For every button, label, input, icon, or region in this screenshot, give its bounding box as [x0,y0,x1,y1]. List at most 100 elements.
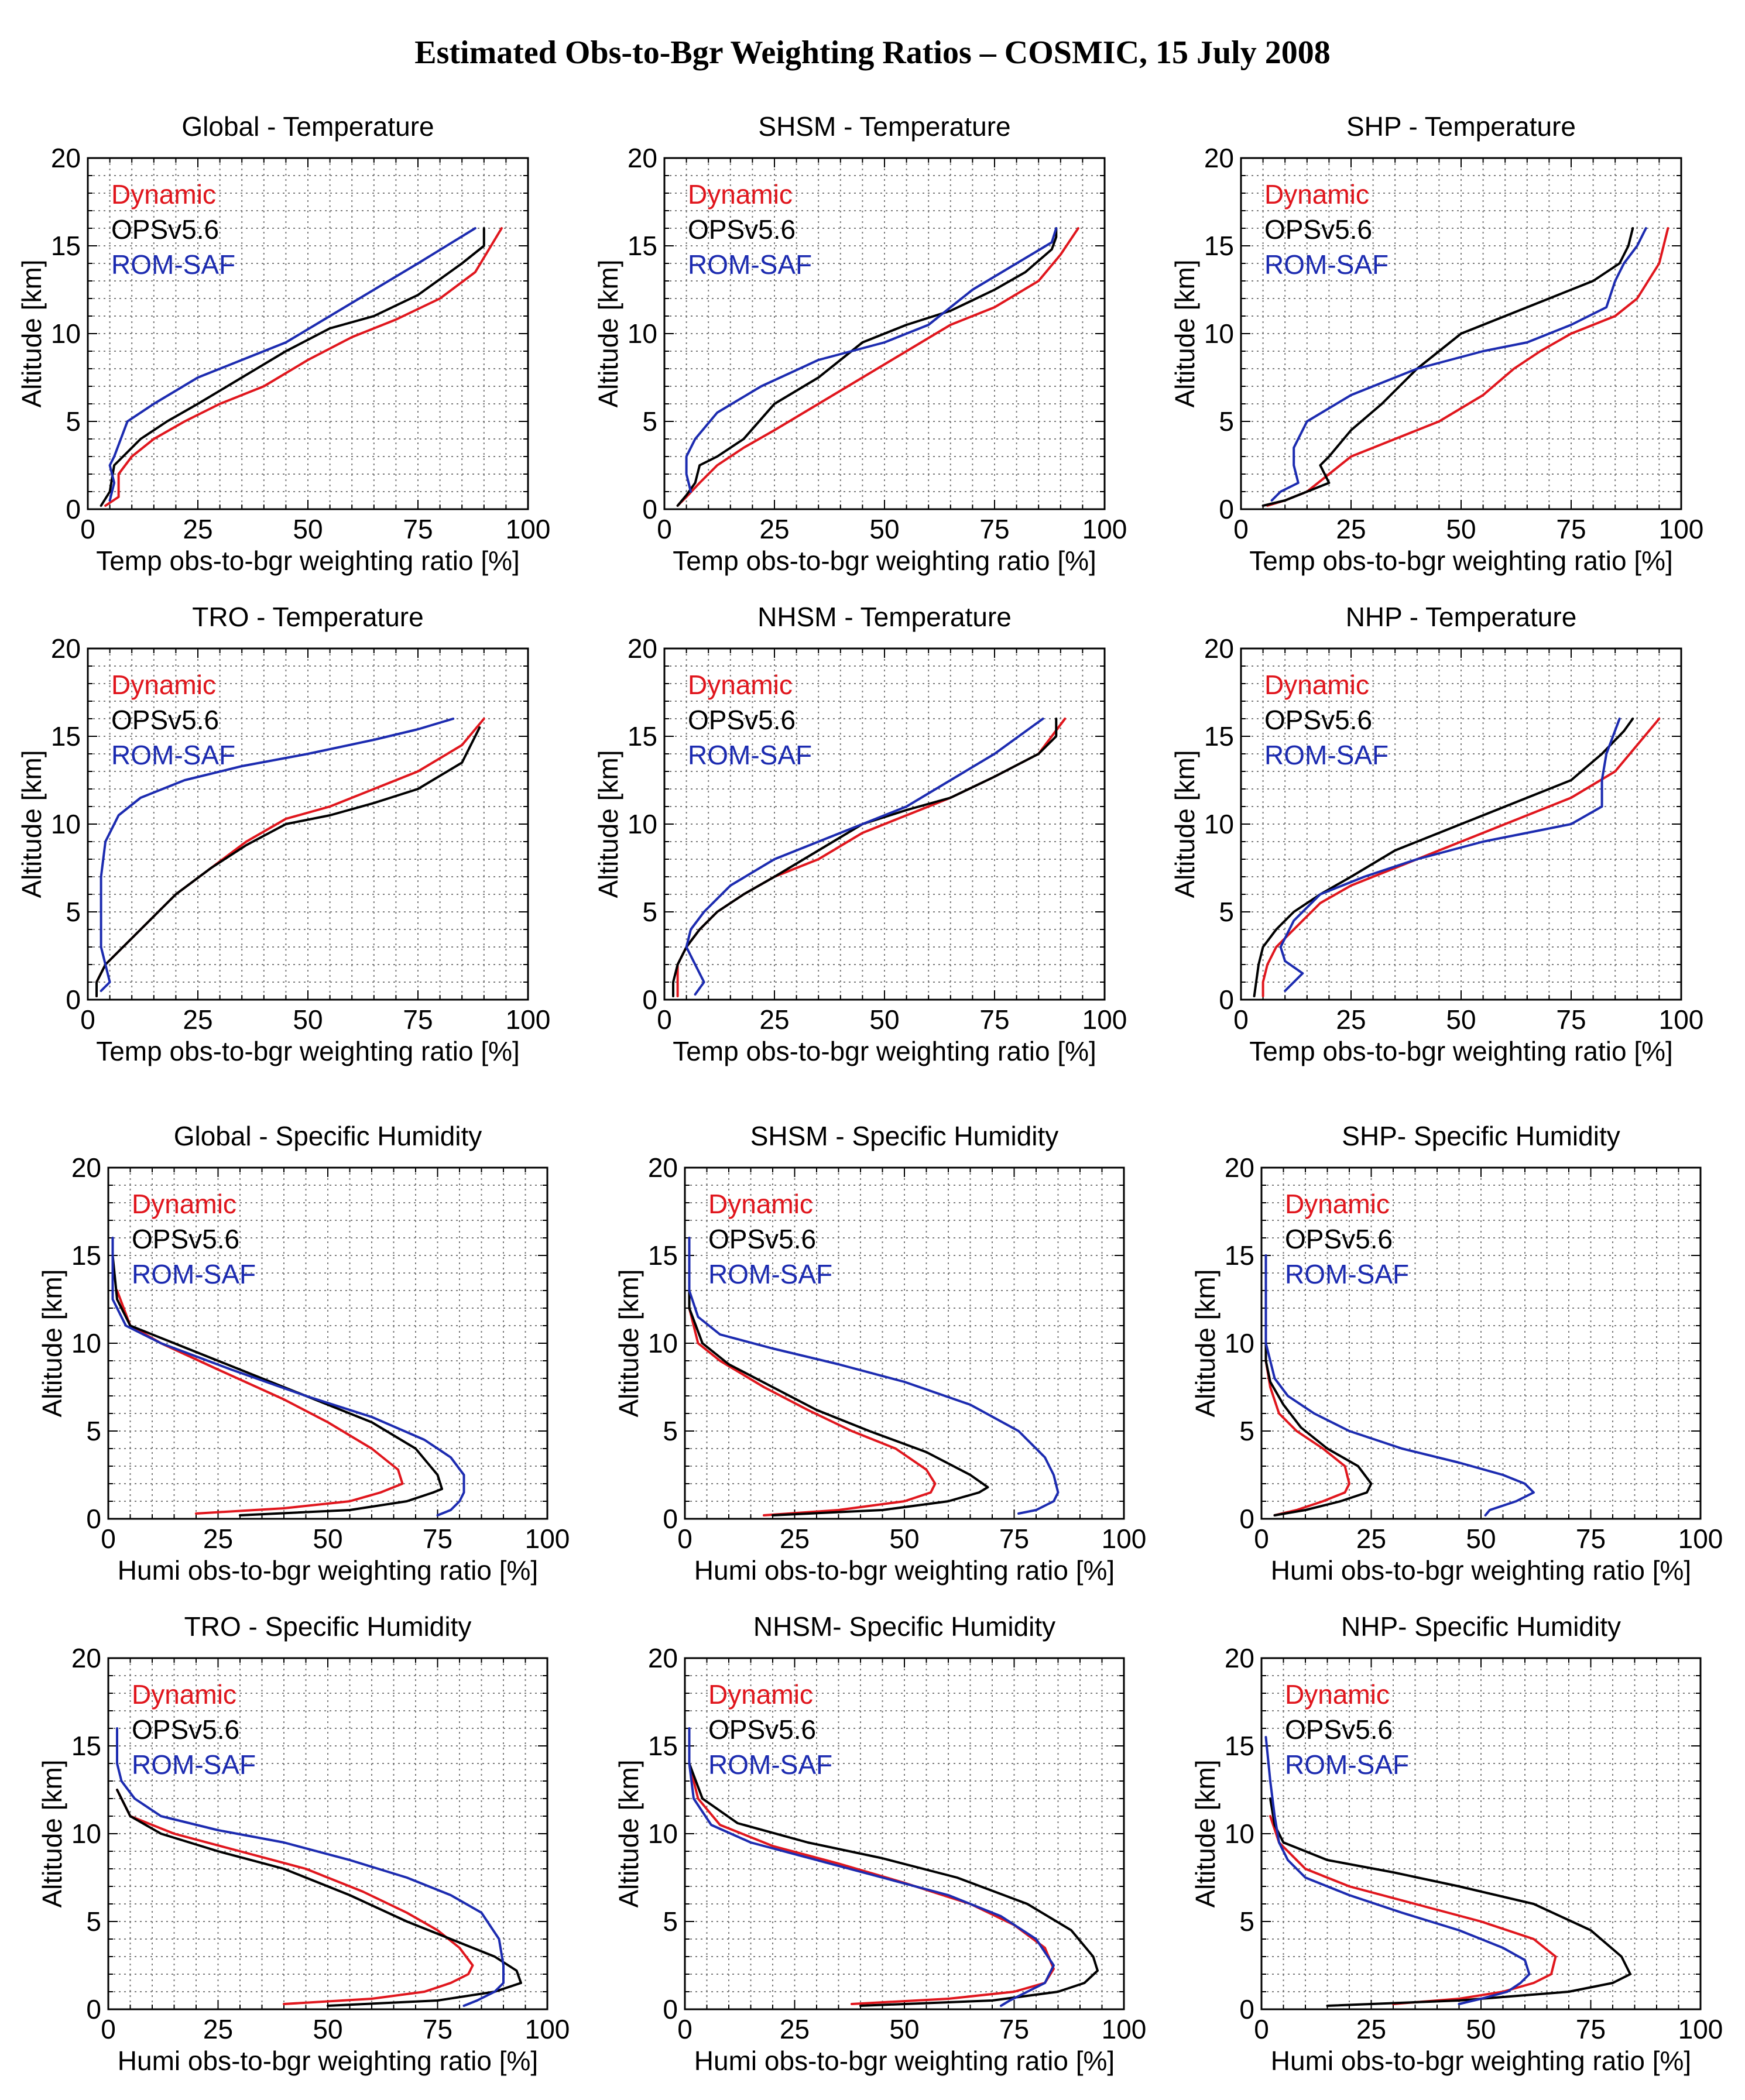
legend-entry-dynamic: Dynamic [1264,670,1369,700]
y-tick-label: 15 [628,721,657,752]
series-line-rom-saf [685,718,1044,996]
y-tick-label: 20 [628,633,657,664]
x-tick-label: 0 [80,1004,95,1035]
legend-entry-rom-saf: ROM-SAF [688,740,812,770]
x-tick-label: 50 [1466,1523,1496,1554]
x-tick-label: 0 [677,2014,692,2044]
x-tick-label: 25 [183,1004,212,1035]
series-line-rom-saf [108,227,476,502]
x-tick-label: 0 [657,514,672,544]
legend-entry-rom-saf: ROM-SAF [132,1749,256,1780]
legend-entry-rom-saf: ROM-SAF [132,1259,256,1289]
x-tick-label: 0 [101,2014,116,2044]
x-axis-label: Temp obs-to-bgr weighting ratio [%] [96,1036,520,1066]
panel-6: 0 25 50 75 100 0 5 10 15 20 NHP - Temperature Temp … [1170,602,1703,1066]
legend-entry-rom-saf: ROM-SAF [708,1749,832,1780]
x-tick-label: 25 [780,2014,810,2044]
legend-entry-rom-saf: ROM-SAF [1264,249,1389,280]
x-tick-label: 100 [1678,1523,1723,1554]
y-tick-label: 20 [1225,1643,1254,1673]
y-axis-label: Altitude [km] [1190,1269,1221,1417]
y-tick-label: 10 [51,318,81,349]
y-tick-label: 5 [66,897,81,927]
y-tick-label: 0 [642,494,657,524]
panel-title: NHP - Temperature [1346,602,1577,632]
x-tick-label: 50 [1466,2014,1496,2044]
panel-title: NHSM - Temperature [757,602,1012,632]
x-tick-label: 0 [101,1523,116,1554]
series-line-opsv5-6 [111,1254,443,1516]
plot-frame [1260,1657,1702,2010]
series-line-opsv5-6 [676,227,1058,507]
y-tick-label: 5 [642,406,657,437]
panel-4: 0 25 50 75 100 0 5 10 15 20 TRO - Temperature Temp … [16,602,550,1066]
x-axis-label: Humi obs-to-bgr weighting ratio [%] [1271,2046,1691,2076]
x-tick-label: 50 [293,1004,323,1035]
x-tick-label: 25 [780,1523,810,1554]
y-tick-label: 15 [648,1240,678,1271]
x-tick-label: 75 [403,1004,433,1035]
y-tick-label: 5 [1239,1416,1254,1446]
legend-entry-dynamic: Dynamic [1285,1189,1390,1219]
y-axis-label: Altitude [km] [1170,750,1200,898]
legend-entry-rom-saf: ROM-SAF [1264,740,1389,770]
x-tick-label: 0 [1233,1004,1249,1035]
series-line-opsv5-6 [688,1762,1099,2007]
y-tick-label: 0 [642,984,657,1015]
plot-frame [87,157,529,510]
x-axis-label: Temp obs-to-bgr weighting ratio [%] [1249,1036,1673,1066]
plot-frame [87,647,529,1001]
plot-frame [1260,1166,1702,1520]
plot-frame [663,157,1106,510]
y-tick-label: 20 [648,1152,678,1183]
legend-entry-rom-saf: ROM-SAF [688,249,812,280]
y-tick-label: 10 [71,1328,101,1358]
y-tick-label: 20 [628,143,657,173]
legend-entry-dynamic: Dynamic [111,670,216,700]
y-tick-label: 15 [1204,721,1234,752]
plot-frame [1240,647,1682,1001]
y-tick-label: 10 [1225,1328,1254,1358]
series-line-dynamic [1269,1815,1557,2005]
legend-entry-rom-saf: ROM-SAF [111,740,235,770]
panel-title: Global - Temperature [181,111,434,142]
x-tick-label: 100 [1082,1004,1127,1035]
x-axis-label: Temp obs-to-bgr weighting ratio [%] [96,545,520,576]
y-tick-label: 0 [1219,984,1234,1015]
series-line-dynamic [116,1289,404,1515]
x-tick-label: 75 [403,514,433,544]
y-tick-label: 20 [1204,143,1234,173]
panel-title: NHSM- Specific Humidity [753,1611,1055,1642]
y-tick-label: 0 [663,1994,678,2024]
plot-frame [107,1657,548,2010]
y-axis-label: Altitude [km] [613,1269,644,1417]
series-line-opsv5-6 [116,1789,522,2007]
series-line-rom-saf [1264,1254,1535,1516]
x-tick-label: 75 [999,1523,1029,1554]
y-tick-label: 15 [648,1731,678,1761]
x-tick-label: 0 [1233,514,1249,544]
y-tick-label: 15 [71,1240,101,1271]
legend-entry-dynamic: Dynamic [1285,1679,1390,1710]
series-line-opsv5-6 [95,726,481,997]
y-axis-label: Altitude [km] [37,1759,67,1907]
panel-title: SHP - Temperature [1346,111,1576,142]
panel-2: 0 25 50 75 100 0 5 10 15 20 SHSM - Temperature Temp… [593,111,1127,576]
series-line-opsv5-6 [1269,1797,1631,2007]
y-tick-label: 20 [1225,1152,1254,1183]
legend-entry-opsv5-6: OPSv5.6 [708,1224,816,1254]
panel-title: TRO - Specific Humidity [184,1611,472,1642]
y-tick-label: 0 [86,1504,101,1534]
legend-entry-rom-saf: ROM-SAF [1285,1259,1409,1289]
legend-entry-opsv5-6: OPSv5.6 [688,705,796,735]
y-tick-label: 10 [1225,1818,1254,1849]
legend-entry-opsv5-6: OPSv5.6 [132,1224,239,1254]
panel-12: 0 25 50 75 100 0 5 10 15 20 NHP- Specific Humidity… [1190,1611,1723,2076]
y-axis-label: Altitude [km] [1170,259,1200,407]
y-tick-label: 10 [51,809,81,839]
panel-11: 0 25 50 75 100 0 5 10 15 20 NHSM- Specific Humidit… [613,1611,1146,2076]
legend-entry-rom-saf: ROM-SAF [708,1259,832,1289]
y-tick-label: 10 [628,809,657,839]
legend-entry-opsv5-6: OPSv5.6 [708,1714,816,1745]
